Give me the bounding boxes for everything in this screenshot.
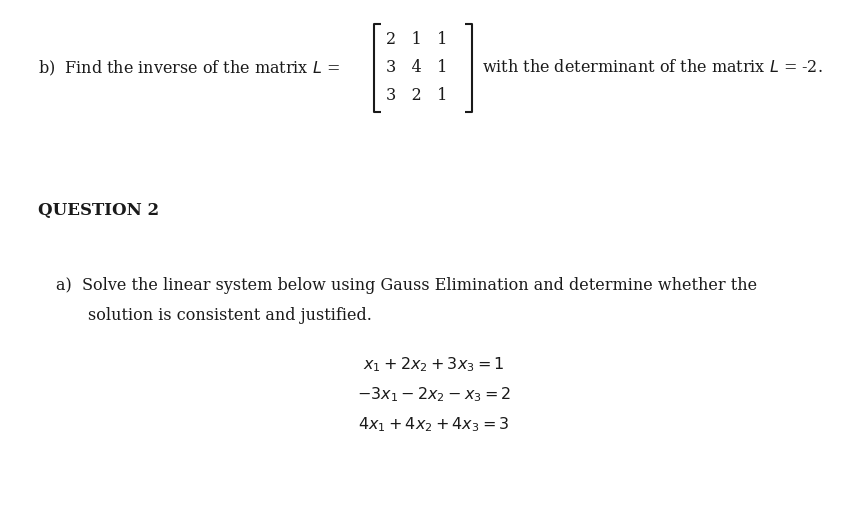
- Text: QUESTION 2: QUESTION 2: [38, 201, 159, 219]
- Text: solution is consistent and justified.: solution is consistent and justified.: [88, 306, 372, 324]
- Text: $x_1 + 2x_2 + 3x_3 = 1$: $x_1 + 2x_2 + 3x_3 = 1$: [363, 355, 505, 374]
- Text: b)  Find the inverse of the matrix $\mathit{L}$ =: b) Find the inverse of the matrix $\math…: [38, 58, 341, 78]
- Text: $-3x_1 - 2x_2 - x_3 = 2$: $-3x_1 - 2x_2 - x_3 = 2$: [357, 386, 511, 405]
- Text: a)  Solve the linear system below using Gauss Elimination and determine whether : a) Solve the linear system below using G…: [56, 277, 757, 293]
- Text: with the determinant of the matrix $\mathit{L}$ = -2.: with the determinant of the matrix $\mat…: [482, 60, 823, 77]
- Text: 3   2   1: 3 2 1: [386, 88, 447, 104]
- Text: 2   1   1: 2 1 1: [386, 31, 447, 49]
- Text: $4x_1 + 4x_2 + 4x_3 = 3$: $4x_1 + 4x_2 + 4x_3 = 3$: [358, 416, 510, 434]
- Text: 3   4   1: 3 4 1: [386, 60, 447, 77]
